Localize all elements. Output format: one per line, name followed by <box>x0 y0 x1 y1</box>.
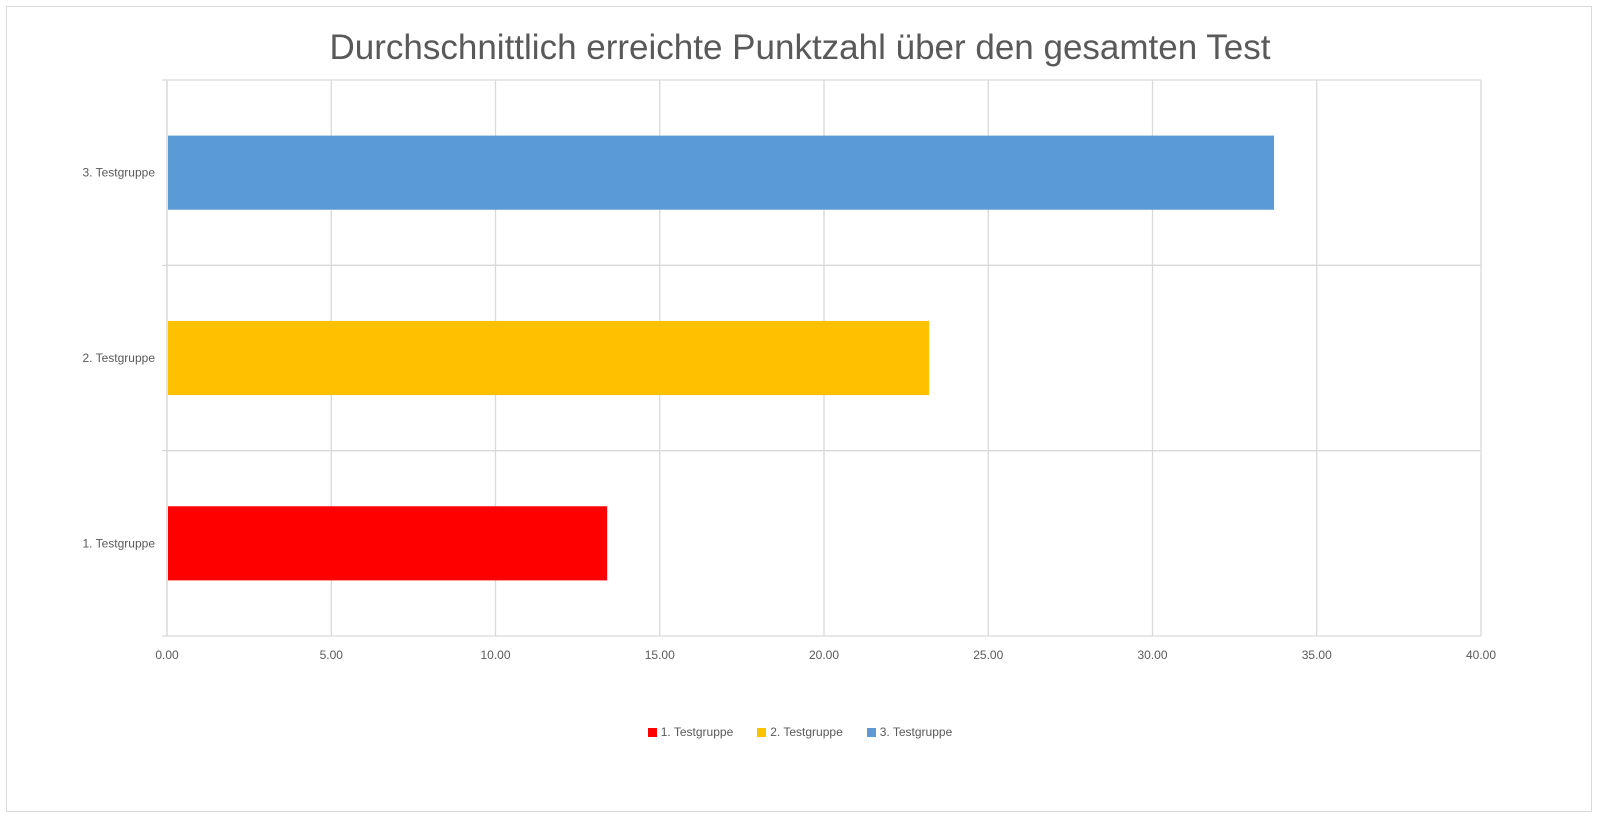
x-tick-label-1: 5.00 <box>320 648 344 662</box>
y-tick-label-3: 3. Testgruppe <box>83 166 156 180</box>
y-tick-label-2: 2. Testgruppe <box>83 351 156 365</box>
bar-1 <box>168 506 608 581</box>
x-tick-label-8: 40.00 <box>1466 648 1496 662</box>
x-tick-label-4: 20.00 <box>809 648 839 662</box>
legend-swatch-1 <box>647 727 657 737</box>
chart-title: Durchschnittlich erreichte Punktzahl übe… <box>329 28 1271 67</box>
bar-3 <box>168 135 1275 210</box>
legend-entry-1: 1. Testgruppe <box>647 725 734 739</box>
x-tick-label-2: 10.00 <box>480 648 510 662</box>
x-tick-label-5: 25.00 <box>973 648 1003 662</box>
y-tick-label-1: 1. Testgruppe <box>83 536 156 550</box>
legend-swatch-2 <box>757 727 767 737</box>
bar-2 <box>168 320 930 396</box>
x-tick-label-7: 35.00 <box>1302 648 1332 662</box>
x-tick-label-3: 15.00 <box>645 648 675 662</box>
legend-label-1: 1. Testgruppe <box>660 725 734 739</box>
legend-entry-3: 3. Testgruppe <box>866 725 953 739</box>
x-tick-label-6: 30.00 <box>1137 648 1167 662</box>
legend-entry-2: 2. Testgruppe <box>757 725 843 739</box>
chart-legend: 1. Testgruppe 2. Testgruppe 3. Testgruppe <box>0 725 1600 739</box>
legend-label-3: 3. Testgruppe <box>879 725 953 739</box>
legend-swatch-3 <box>866 727 876 737</box>
legend-label-2: 2. Testgruppe <box>770 725 843 739</box>
x-tick-label-0: 0.00 <box>155 648 179 662</box>
